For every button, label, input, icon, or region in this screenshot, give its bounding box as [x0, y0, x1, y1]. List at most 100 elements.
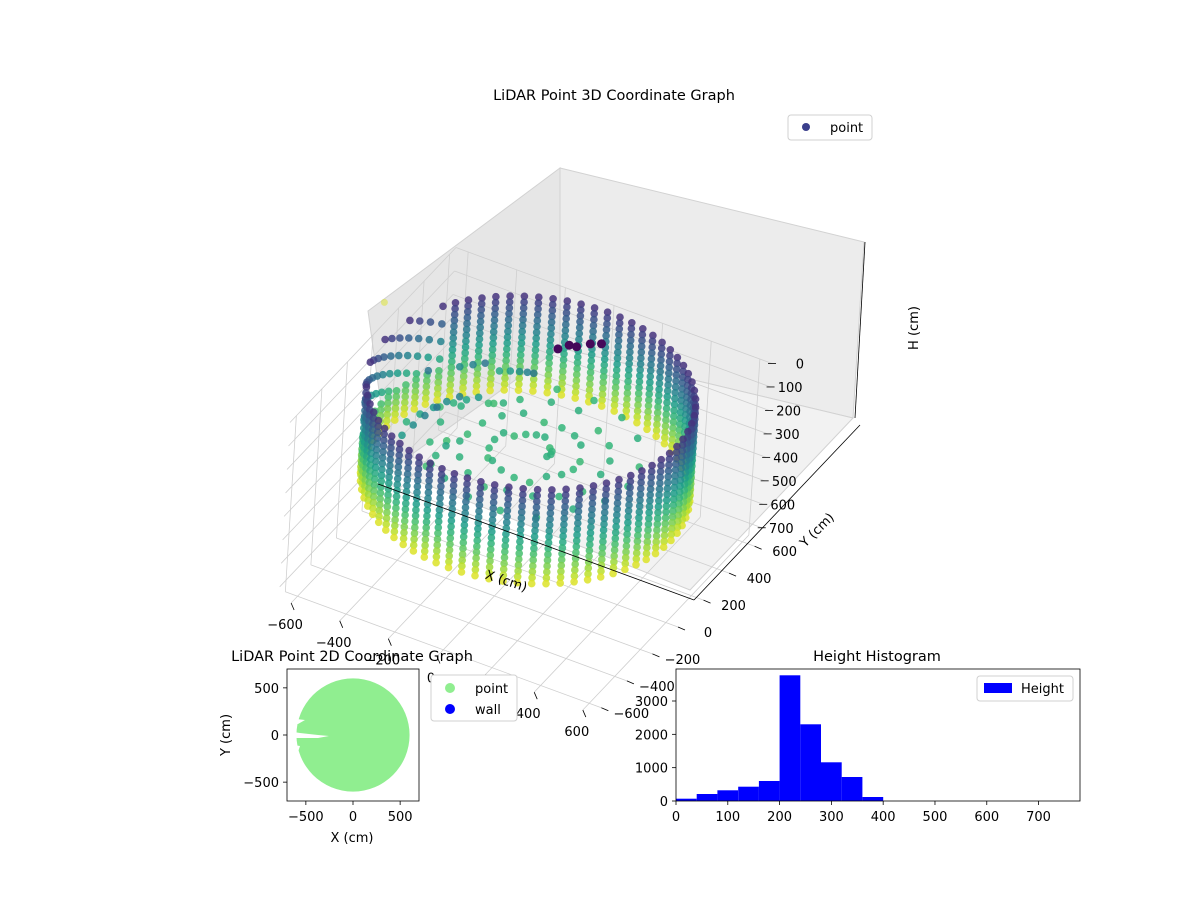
point-3d — [500, 380, 509, 389]
point-3d — [459, 538, 468, 547]
point-3d — [530, 544, 538, 553]
point-3d — [406, 316, 414, 325]
z-tick-label-3d: 100 — [778, 381, 803, 396]
point-3d — [544, 544, 552, 553]
point-3d — [615, 325, 624, 333]
point-3d — [398, 431, 406, 440]
point-3d — [519, 409, 528, 418]
point-3d — [396, 334, 404, 342]
point-3d — [648, 461, 656, 470]
point-3d — [621, 554, 630, 562]
point-3d — [545, 533, 553, 541]
point-3d — [378, 388, 386, 397]
point-3d — [386, 450, 395, 458]
x-tick-label-3d: 400 — [516, 707, 541, 722]
point-3d — [586, 380, 594, 389]
point-3d — [611, 528, 620, 537]
point-3d — [391, 416, 399, 424]
point-3d — [448, 346, 457, 354]
point-3d — [434, 372, 443, 381]
point-3d — [425, 477, 433, 485]
point-3d — [477, 478, 485, 486]
point-3d — [381, 335, 389, 344]
point-3d — [473, 530, 482, 539]
point-3d — [655, 497, 663, 505]
point-3d — [373, 434, 382, 442]
point-3d — [477, 306, 486, 314]
x-tick-label-3d: 600 — [564, 725, 589, 740]
point-3d — [533, 491, 541, 500]
point-3d — [670, 400, 679, 409]
point-3d — [548, 312, 556, 321]
point-3d — [684, 427, 692, 436]
point-3d — [547, 324, 556, 332]
point-3d — [648, 337, 657, 346]
point-3d — [532, 503, 541, 512]
point-3d — [411, 387, 420, 396]
point-3d — [638, 336, 646, 345]
point-3d — [671, 466, 680, 474]
point-3d — [391, 510, 400, 518]
point-3d — [433, 403, 441, 412]
point-3d — [637, 348, 646, 357]
point-3d — [446, 534, 455, 543]
point-3d — [473, 536, 482, 545]
point-3d — [422, 529, 430, 538]
point-3d — [665, 363, 673, 372]
point-3d — [414, 334, 423, 343]
point-3d — [401, 392, 410, 401]
point-3d — [655, 491, 663, 499]
point-3d — [462, 331, 471, 340]
point-3d — [485, 444, 493, 452]
point-3d — [666, 346, 675, 354]
point-3d — [599, 378, 607, 387]
point-3d — [383, 405, 392, 413]
point-3d — [403, 470, 412, 478]
point-3d — [405, 446, 413, 455]
point-3d — [502, 518, 511, 527]
point-3d — [597, 567, 605, 575]
point-3d — [625, 365, 633, 374]
point-3d-near — [553, 344, 563, 354]
point-3d — [594, 426, 603, 435]
point-3d — [420, 553, 429, 561]
point-3d — [623, 395, 631, 403]
point-3d — [638, 467, 646, 475]
point-3d — [531, 346, 540, 354]
point-3d — [572, 376, 581, 385]
point-3d — [623, 524, 632, 533]
point-3d — [643, 425, 651, 434]
point-3d — [646, 485, 655, 493]
point-3d — [643, 419, 652, 428]
point-3d — [623, 536, 631, 544]
point-3d — [636, 372, 644, 380]
point-3d — [448, 357, 456, 366]
point-3d — [447, 522, 455, 531]
point-3d — [502, 530, 510, 538]
point-3d — [663, 490, 671, 499]
point-3d — [464, 308, 472, 316]
point-3d — [575, 323, 584, 332]
point-3d — [392, 392, 401, 401]
point-3d — [563, 297, 572, 305]
point-3d — [385, 473, 393, 482]
point-3d — [626, 477, 635, 486]
x-tick-label-2d: −500 — [288, 810, 324, 825]
point-3d — [614, 493, 622, 502]
point-3d — [504, 501, 512, 509]
point-3d — [560, 520, 568, 529]
point-3d — [665, 455, 674, 464]
point-3d — [653, 409, 662, 417]
point-3d — [675, 494, 684, 502]
gridline-back-x — [602, 305, 615, 482]
point-3d — [478, 419, 487, 427]
point-3d — [557, 567, 565, 576]
point-3d — [546, 341, 554, 350]
point-3d — [687, 420, 696, 428]
point-3d — [569, 465, 578, 474]
point-3d — [669, 507, 677, 515]
point-3d — [678, 447, 686, 455]
point-3d — [515, 374, 524, 383]
point-3d — [489, 334, 498, 342]
legend-2d-marker-wall — [445, 704, 455, 714]
